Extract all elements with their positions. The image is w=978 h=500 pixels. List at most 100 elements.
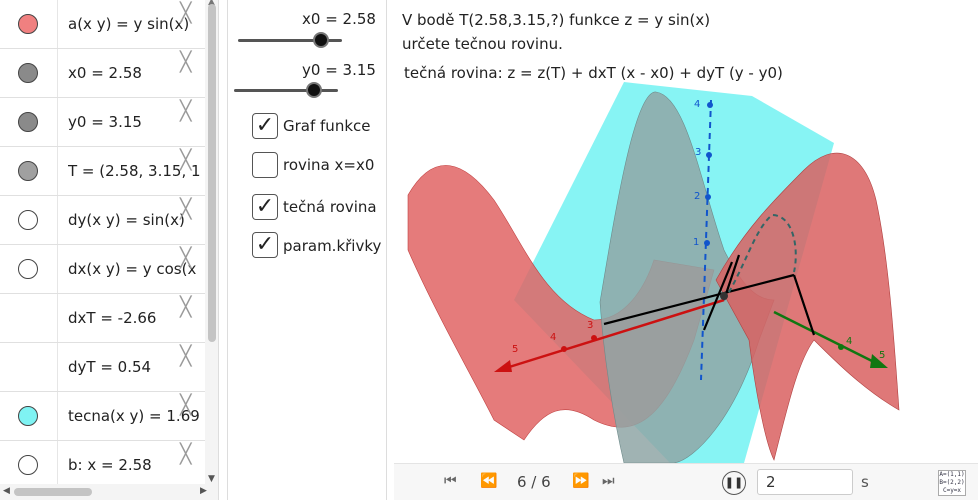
close-icon[interactable]: ╳: [180, 247, 192, 269]
scroll-left-icon[interactable]: ◀: [3, 486, 10, 496]
algebra-expression[interactable]: x0 = 2.58: [68, 64, 142, 82]
row-divider: [57, 147, 58, 195]
visibility-marble-icon[interactable]: [18, 112, 38, 132]
z-tick-1-point: [704, 240, 710, 246]
pause-icon[interactable]: ❚❚: [722, 471, 746, 495]
slider-y0-knob[interactable]: [306, 82, 322, 98]
algebra-expression[interactable]: dy(x y) = sin(x): [68, 211, 185, 229]
tangent-normal-line: [702, 261, 734, 331]
close-icon[interactable]: ╳: [180, 345, 192, 367]
algebra-row[interactable]: dx(x y) = y cos(x ╳: [0, 245, 205, 294]
algebra-row[interactable]: dy(x y) = sin(x) ╳: [0, 196, 205, 245]
horizontal-scrollbar[interactable]: ◀ ▶: [0, 484, 218, 500]
checkbox-rovina-label[interactable]: rovina x=x0: [283, 156, 375, 174]
checkbox-param-krivky-label[interactable]: param.křivky: [283, 237, 382, 255]
row-divider: [57, 0, 58, 48]
algebra-row[interactable]: a(x y) = y sin(x) ╳: [0, 0, 205, 49]
checkbox-graf-funkce[interactable]: ✓: [252, 113, 278, 139]
close-icon[interactable]: ╳: [180, 2, 192, 24]
scroll-down-icon[interactable]: ▼: [208, 474, 215, 484]
row-divider: [57, 245, 58, 293]
speed-input[interactable]: [757, 469, 853, 495]
slider-x0-label: x0 = 2.58: [302, 10, 376, 28]
algebra-row[interactable]: dyT = 0.54 ╳: [0, 343, 205, 392]
z-axis: [700, 99, 712, 381]
visibility-marble-icon[interactable]: [18, 210, 38, 230]
z-tick-label: 1: [693, 237, 699, 248]
3d-scene[interactable]: 4 3 2 1 5 4 3 4 5: [394, 0, 978, 463]
z-tick-4-point: [707, 102, 713, 108]
algebra-expression[interactable]: y0 = 3.15: [68, 113, 142, 131]
checkbox-tecna-rovina-label[interactable]: tečná rovina: [283, 198, 377, 216]
scroll-up-icon[interactable]: ▲: [208, 0, 215, 7]
visibility-marble-icon[interactable]: [18, 63, 38, 83]
row-divider: [57, 49, 58, 97]
point-T[interactable]: [720, 292, 728, 300]
checkbox-tecna-rovina[interactable]: ✓: [252, 194, 278, 220]
row-divider: [57, 196, 58, 244]
slider-x0-knob[interactable]: [313, 32, 329, 48]
row-divider: [57, 392, 58, 440]
step-counter: 6 / 6: [517, 473, 551, 491]
checkbox-graf-funkce-label[interactable]: Graf funkce: [283, 117, 371, 135]
x-tick-label: 5: [512, 344, 518, 355]
graphics-3d-view[interactable]: 4 3 2 1 5 4 3 4 5 V bodě T(2.58,3.15,?) …: [394, 0, 978, 500]
algebra-row[interactable]: x0 = 2.58 ╳: [0, 49, 205, 98]
row-divider: [57, 441, 58, 489]
x-axis: [505, 298, 725, 370]
first-step-icon[interactable]: ⏮: [444, 473, 457, 489]
algebra-expression[interactable]: dxT = -2.66: [68, 309, 157, 327]
close-icon[interactable]: ╳: [180, 394, 192, 416]
curve-segment: [792, 274, 816, 336]
table-view-icon[interactable]: A=(1,1) B=(2,2) C=y=x: [938, 470, 966, 496]
close-icon[interactable]: ╳: [180, 100, 192, 122]
algebra-expression[interactable]: a(x y) = y sin(x): [68, 15, 190, 33]
algebra-row[interactable]: tecna(x y) = 1.69 ╳: [0, 392, 205, 441]
close-icon[interactable]: ╳: [180, 198, 192, 220]
algebra-row[interactable]: T = (2.58, 3.15, 1 ╳: [0, 147, 205, 196]
speed-unit: s: [861, 473, 869, 491]
visibility-marble-icon[interactable]: [18, 406, 38, 426]
x-tick-point: [561, 346, 567, 352]
y-tick-label: 5: [879, 350, 885, 361]
tangent-line-y: [722, 254, 741, 301]
last-step-icon[interactable]: ⏭: [602, 473, 615, 489]
visibility-marble-icon[interactable]: [18, 161, 38, 181]
vertical-scrollbar[interactable]: ▲ ▼: [205, 0, 218, 484]
visibility-marble-icon[interactable]: [18, 14, 38, 34]
algebra-expression[interactable]: dx(x y) = y cos(x: [68, 260, 197, 278]
row-divider: [57, 294, 58, 342]
z-tick-2-point: [705, 194, 711, 200]
close-icon[interactable]: ╳: [180, 443, 192, 465]
scroll-right-icon[interactable]: ▶: [200, 486, 207, 496]
algebra-row[interactable]: y0 = 3.15 ╳: [0, 98, 205, 147]
algebra-expression[interactable]: T = (2.58, 3.15, 1: [68, 162, 200, 180]
y-tick-point: [838, 344, 844, 350]
checkbox-param-krivky[interactable]: ✓: [252, 232, 278, 258]
algebra-expression[interactable]: b: x = 2.58: [68, 456, 152, 474]
algebra-row[interactable]: b: x = 2.58 ╳: [0, 441, 205, 490]
visibility-marble-icon[interactable]: [18, 259, 38, 279]
slider-y0-track[interactable]: [234, 89, 338, 92]
close-icon[interactable]: ╳: [180, 149, 192, 171]
algebra-expression[interactable]: tecna(x y) = 1.69: [68, 407, 200, 425]
slider-x0-track[interactable]: [238, 39, 342, 42]
algebra-row[interactable]: dxT = -2.66 ╳: [0, 294, 205, 343]
checkbox-rovina[interactable]: [252, 152, 278, 178]
visibility-marble-icon[interactable]: [18, 455, 38, 475]
tangent-line-x: [603, 273, 795, 326]
x-tick-label: 4: [550, 332, 556, 343]
close-icon[interactable]: ╳: [180, 296, 192, 318]
z-tick-label: 4: [694, 99, 700, 110]
scrollbar-thumb[interactable]: [208, 4, 216, 342]
scrollbar-thumb[interactable]: [14, 488, 92, 496]
close-icon[interactable]: ╳: [180, 51, 192, 73]
function-surface-right[interactable]: [715, 153, 900, 461]
algebra-expression[interactable]: dyT = 0.54: [68, 358, 152, 376]
previous-step-icon[interactable]: ⏪: [480, 473, 498, 489]
z-tick-label: 2: [694, 191, 700, 202]
y-axis: [773, 310, 875, 364]
next-step-icon[interactable]: ⏩: [572, 473, 590, 489]
param-curve: [723, 213, 797, 301]
